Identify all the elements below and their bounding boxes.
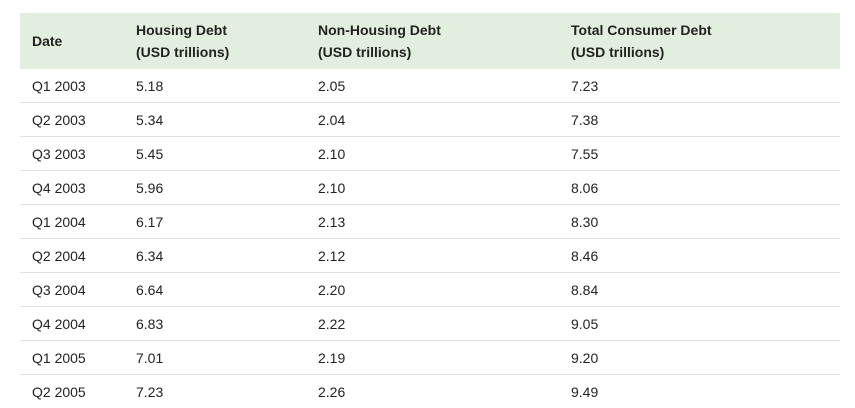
table-body: Q1 2003 5.18 2.05 7.23 Q2 2003 5.34 2.04… [20, 69, 840, 408]
cell-date: Q2 2004 [20, 238, 136, 273]
table-row: Q3 2003 5.45 2.10 7.55 [20, 136, 840, 171]
cell-non-housing-debt: 2.05 [318, 69, 571, 103]
cell-non-housing-debt: 2.22 [318, 306, 571, 341]
cell-non-housing-debt: 2.10 [318, 136, 571, 171]
cell-housing-debt: 6.17 [136, 204, 318, 239]
header-total-consumer-debt: Total Consumer Debt (USD trillions) [571, 13, 840, 69]
header-date: Date [20, 13, 136, 69]
table-row: Q2 2005 7.23 2.26 9.49 [20, 375, 840, 408]
cell-housing-debt: 5.18 [136, 69, 318, 103]
cell-total-consumer-debt: 9.05 [571, 306, 840, 341]
header-total-consumer-debt-label: Total Consumer Debt [571, 22, 712, 38]
cell-non-housing-debt: 2.10 [318, 170, 571, 205]
table-row: Q1 2005 7.01 2.19 9.20 [20, 340, 840, 375]
header-non-housing-debt: Non-Housing Debt (USD trillions) [318, 13, 571, 69]
cell-date: Q1 2005 [20, 340, 136, 375]
header-housing-debt: Housing Debt (USD trillions) [136, 13, 318, 69]
cell-total-consumer-debt: 7.23 [571, 69, 840, 103]
cell-housing-debt: 6.34 [136, 238, 318, 273]
header-housing-debt-label: Housing Debt [136, 22, 227, 38]
header-non-housing-debt-label: Non-Housing Debt [318, 22, 441, 38]
cell-non-housing-debt: 2.26 [318, 383, 346, 400]
table-row: Q1 2004 6.17 2.13 8.30 [20, 204, 840, 239]
cell-housing-debt: 5.45 [136, 136, 318, 171]
table-row: Q4 2003 5.96 2.10 8.06 [20, 170, 840, 205]
cell-date: Q4 2003 [20, 170, 136, 205]
debt-table-container: Date Housing Debt (USD trillions) Non-Ho… [20, 13, 840, 408]
table-row: Q4 2004 6.83 2.22 9.05 [20, 306, 840, 341]
cell-non-housing-debt: 2.20 [318, 272, 571, 307]
consumer-debt-table: Date Housing Debt (USD trillions) Non-Ho… [20, 13, 840, 408]
table-header: Date Housing Debt (USD trillions) Non-Ho… [20, 13, 840, 69]
cell-date: Q3 2003 [20, 136, 136, 171]
cell-total-consumer-debt: 8.06 [571, 170, 840, 205]
cell-total-consumer-debt: 7.38 [571, 102, 840, 137]
cell-non-housing-debt: 2.12 [318, 238, 571, 273]
cell-housing-debt: 5.34 [136, 102, 318, 137]
cell-date: Q1 2004 [20, 204, 136, 239]
header-date-label: Date [32, 33, 63, 49]
cell-total-consumer-debt: 7.55 [571, 136, 840, 171]
cell-non-housing-debt: 2.19 [318, 340, 571, 375]
table-row: Q2 2003 5.34 2.04 7.38 [20, 102, 840, 137]
cell-non-housing-debt: 2.04 [318, 102, 571, 137]
cell-housing-debt: 7.23 [136, 383, 164, 400]
table-row: Q3 2004 6.64 2.20 8.84 [20, 272, 840, 307]
header-non-housing-debt-unit: (USD trillions) [318, 44, 412, 60]
table-row: Q1 2003 5.18 2.05 7.23 [20, 69, 840, 103]
cell-housing-debt: 6.83 [136, 306, 318, 341]
cell-date: Q2 2005 [32, 383, 86, 400]
cell-housing-debt: 6.64 [136, 272, 318, 307]
cell-non-housing-debt: 2.13 [318, 204, 571, 239]
cell-total-consumer-debt: 8.46 [571, 238, 840, 273]
cell-date: Q3 2004 [20, 272, 136, 307]
cell-housing-debt: 5.96 [136, 170, 318, 205]
cell-total-consumer-debt: 9.20 [571, 340, 840, 375]
cell-date: Q4 2004 [20, 306, 136, 341]
cell-date: Q1 2003 [20, 69, 136, 103]
cell-total-consumer-debt: 8.84 [571, 272, 840, 307]
header-row: Date Housing Debt (USD trillions) Non-Ho… [20, 13, 840, 69]
cell-total-consumer-debt: 8.30 [571, 204, 840, 239]
table-row: Q2 2004 6.34 2.12 8.46 [20, 238, 840, 273]
cell-date: Q2 2003 [20, 102, 136, 137]
cell-total-consumer-debt: 9.49 [571, 383, 599, 400]
header-housing-debt-unit: (USD trillions) [136, 44, 230, 60]
header-total-consumer-debt-unit: (USD trillions) [571, 44, 665, 60]
cell-housing-debt: 7.01 [136, 340, 318, 375]
